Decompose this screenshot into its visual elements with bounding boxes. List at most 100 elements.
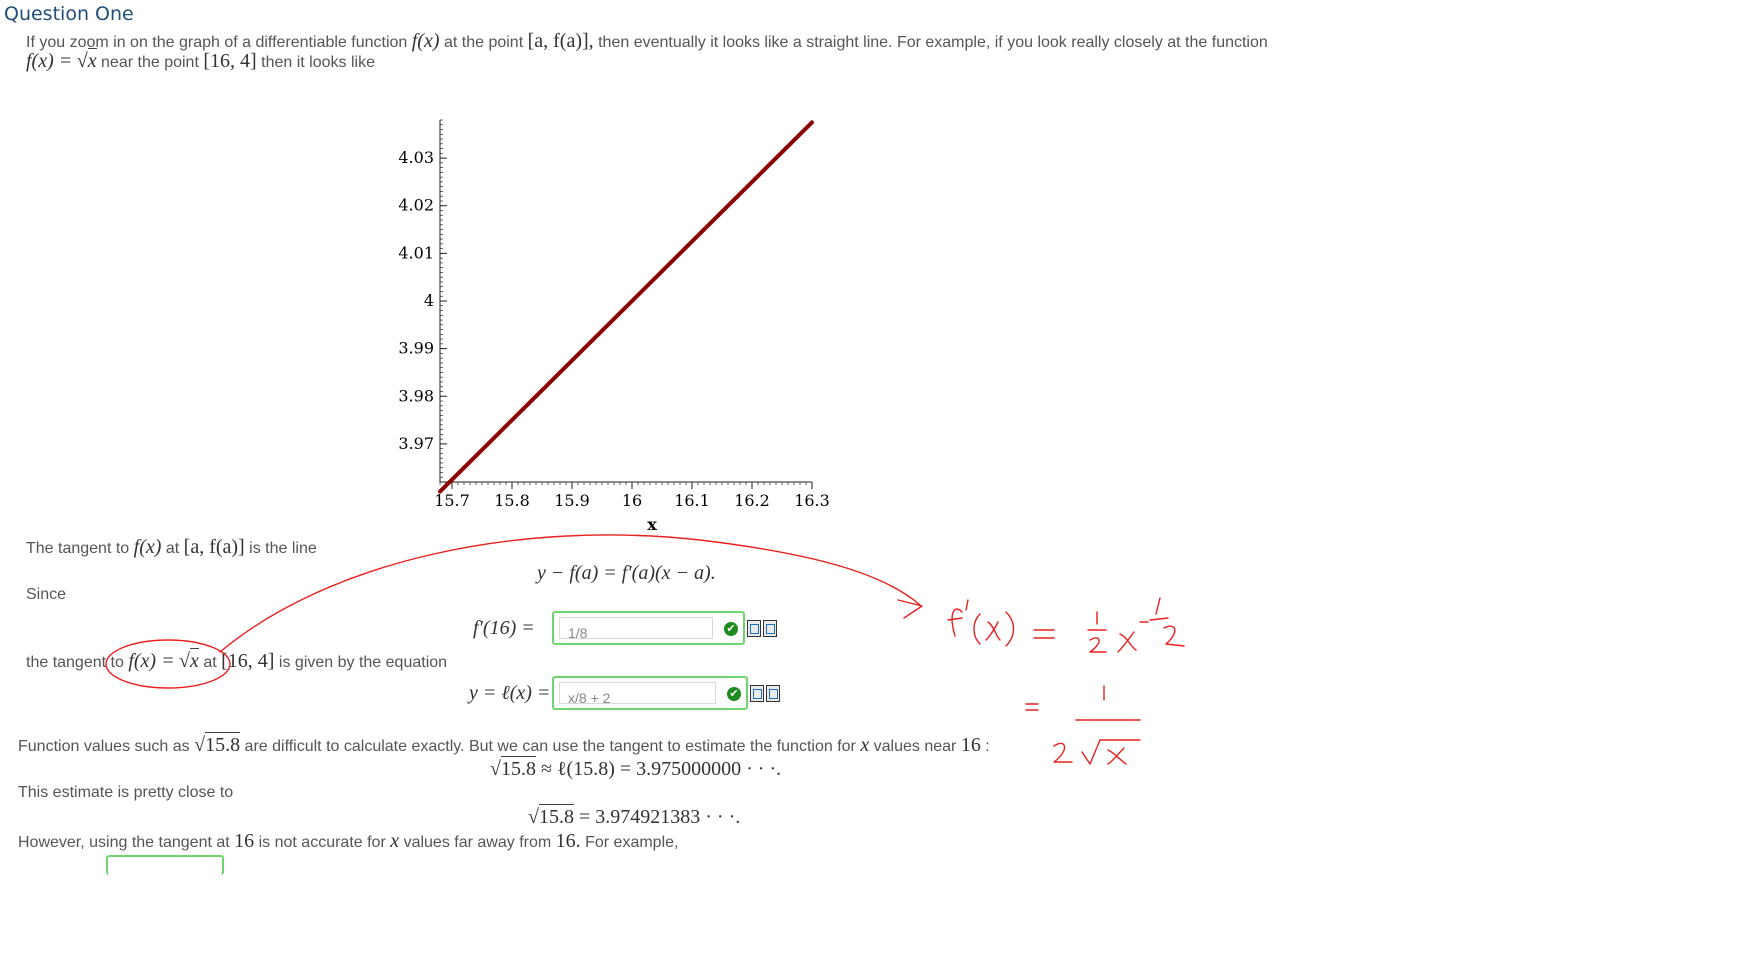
annotation-circle xyxy=(105,639,231,689)
handwriting-paren-close xyxy=(1005,611,1015,647)
values-text: : xyxy=(985,738,990,755)
approximation-equation: √15.8 ≈ ℓ(15.8) = 3.975000000 · · ·. xyxy=(490,756,782,780)
however-text: is not accurate for xyxy=(258,834,386,851)
x-tick-label: 15.9 xyxy=(554,491,590,510)
y-tick-label: 4 xyxy=(424,291,434,310)
line-eq-answer-box: x/8 + 2 ✔ xyxy=(552,676,748,710)
handwriting-paren-open xyxy=(973,613,981,645)
y-tick-label: 4.03 xyxy=(398,148,434,167)
zoom-plot: 15.7 15.8 15.9 16 16.1 16.2 16.3 3.97 3.98 3.99 4 4… xyxy=(398,119,830,534)
however-statement: However, using the tangent at 16 is not … xyxy=(18,830,678,853)
tangent-specific-statement: the tangent to f(x) = √x at [16, 4] is g… xyxy=(26,648,448,672)
intro-text: then eventually it looks like a straight… xyxy=(598,34,1268,51)
math-x: x xyxy=(390,830,400,852)
preview-doc-icon[interactable] xyxy=(750,685,764,702)
math-point: [16, 4] xyxy=(221,650,275,672)
intro-line-2: f(x) = √x near the point [16, 4] then it… xyxy=(26,48,375,72)
x-axis-label: x xyxy=(647,515,657,534)
values-text: values near xyxy=(873,738,957,755)
math-x: x xyxy=(87,48,97,72)
y-tick-label: 3.97 xyxy=(398,434,434,453)
estimate-statement: This estimate is pretty close to xyxy=(18,784,234,801)
y-tick-label: 3.99 xyxy=(398,339,434,358)
tangent-text: The tangent to xyxy=(26,540,130,557)
math-number: 16 xyxy=(234,830,255,852)
y-tick-label: 4.02 xyxy=(398,196,434,215)
however-text: For example, xyxy=(585,834,679,851)
x-tick-label: 16.3 xyxy=(794,491,830,510)
handwriting-x2 xyxy=(1117,631,1137,653)
preview-doc-icon[interactable] xyxy=(747,620,761,637)
correct-check-icon: ✔ xyxy=(727,687,741,701)
intro-text: near the point xyxy=(101,54,199,71)
math-sqrt-arg: 15.8 xyxy=(538,804,574,828)
tangent-text: at xyxy=(203,654,217,671)
math-point: [16, 4] xyxy=(203,50,257,72)
handwriting-sqrt xyxy=(1081,739,1141,765)
tangent-statement: The tangent to f(x) at [a, f(a)] is the … xyxy=(26,536,317,559)
tangent-text: the tangent to xyxy=(26,654,124,671)
syntax-doc-icon[interactable] xyxy=(766,685,780,702)
handwriting-f xyxy=(947,608,963,637)
y-tick-label: 4.01 xyxy=(398,243,434,262)
math-sqrt-arg: 15.8 xyxy=(205,732,241,756)
however-text: values far away from xyxy=(403,834,552,851)
question-title: Question One xyxy=(4,3,134,25)
correct-check-icon: ✔ xyxy=(724,622,738,636)
derivative-answer-input[interactable]: 1/8 xyxy=(559,617,713,641)
handwriting-x xyxy=(985,621,1001,641)
math-x: x xyxy=(190,648,199,672)
math-point: [a, f(a)], xyxy=(527,30,594,52)
intro-text: then it looks like xyxy=(261,54,375,71)
math-fx: f(x) xyxy=(133,536,162,558)
derivative-label: f′(16) = xyxy=(473,617,535,639)
handwriting-two2 xyxy=(1163,625,1185,647)
tangent-equation: y − f(a) = f′(a)(x − a). xyxy=(537,562,716,584)
annotation-arrowhead xyxy=(897,599,923,619)
math-sqrt-arg: 15.8 xyxy=(500,756,536,780)
values-text: are difficult to calculate exactly. But … xyxy=(244,738,856,755)
handwriting-x3 xyxy=(1107,747,1127,765)
handwriting-exp-bar xyxy=(1149,617,1169,621)
tangent-text: is the line xyxy=(249,540,317,557)
handwriting-one2 xyxy=(1155,597,1161,615)
intro-text: at the point xyxy=(443,34,524,51)
line-eq-answer-input[interactable]: x/8 + 2 xyxy=(559,682,716,706)
math-fx: f(x) = xyxy=(128,650,175,672)
x-tick-label: 16.2 xyxy=(734,491,770,510)
function-values-statement: Function values such as √15.8 are diffic… xyxy=(18,732,990,756)
x-tick-label: 15.7 xyxy=(434,491,470,510)
handwriting-equals xyxy=(1033,629,1055,639)
math-number: 16 xyxy=(960,734,981,756)
function-curve xyxy=(438,120,814,494)
since-label: Since xyxy=(26,586,67,603)
y-tick-label: 3.98 xyxy=(398,386,434,405)
intro-line-1: If you zoom in on the graph of a differe… xyxy=(26,30,1268,53)
approximation-rest: ≈ ℓ(15.8) = 3.975000000 · · ·. xyxy=(540,758,782,780)
handwriting-equals2 xyxy=(1025,703,1039,711)
next-answer-box[interactable] xyxy=(106,855,224,875)
annotation-arrow xyxy=(219,534,921,653)
math-number: 16. xyxy=(555,830,581,852)
math-x: x xyxy=(860,734,870,756)
x-tick-label: 15.8 xyxy=(494,491,530,510)
handwriting-two xyxy=(1089,637,1107,653)
exact-value-equation: √15.8 = 3.974921383 · · ·. xyxy=(528,804,741,828)
x-tick-label: 16 xyxy=(622,491,642,510)
however-text: However, using the tangent at xyxy=(18,834,230,851)
derivative-answer-box: 1/8 ✔ xyxy=(552,611,745,645)
line-eq-label: y = ℓ(x) = xyxy=(469,682,551,704)
values-text: Function values such as xyxy=(18,738,190,755)
math-fx: f(x) xyxy=(411,30,440,52)
handwriting-prime xyxy=(965,599,969,611)
intro-text: If you zoom in on the graph of a differe… xyxy=(26,34,408,51)
x-tick-label: 16.1 xyxy=(674,491,710,510)
exact-rest: = 3.974921383 · · ·. xyxy=(578,806,741,828)
tangent-text: at xyxy=(165,540,180,557)
math-point: [a, f(a)] xyxy=(183,536,245,558)
tangent-text: is given by the equation xyxy=(278,654,448,671)
syntax-doc-icon[interactable] xyxy=(763,620,777,637)
math-fx: f(x) = xyxy=(26,50,73,72)
handwriting-two3 xyxy=(1053,742,1073,763)
